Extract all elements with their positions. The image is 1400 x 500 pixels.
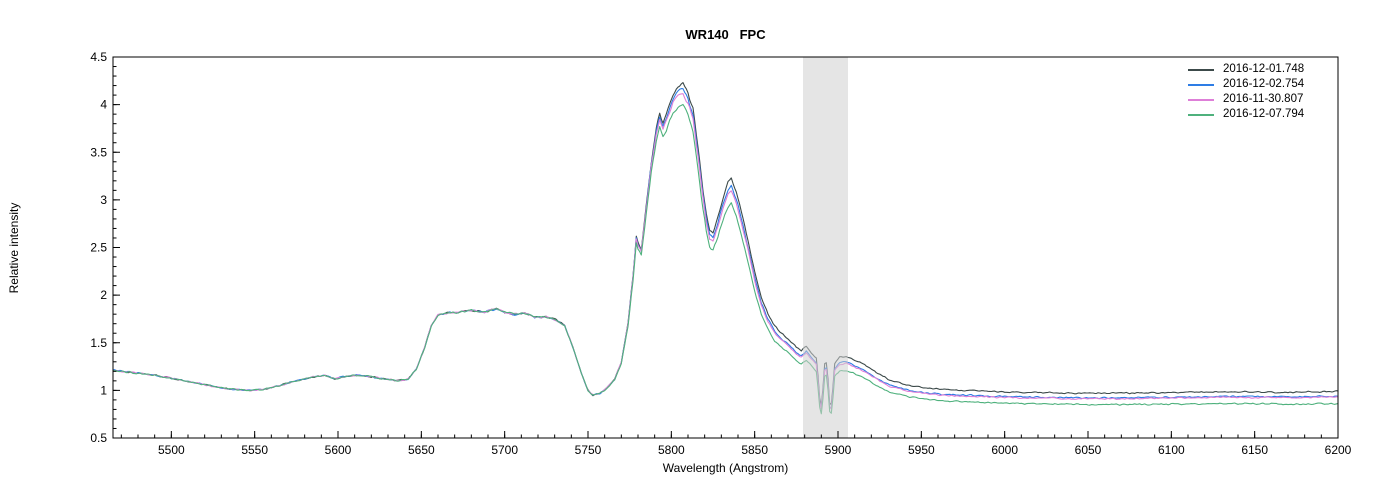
- legend-label: 2016-12-02.754: [1223, 78, 1305, 90]
- y-tick-label: 3.5: [90, 145, 107, 159]
- legend: 2016-12-01.748 2016-12-02.754 2016-11-30.8…: [1188, 62, 1304, 122]
- legend-item: 2016-12-07.794: [1188, 107, 1304, 122]
- legend-line-swatch: [1188, 98, 1214, 101]
- y-axis-label: Relative intensity: [7, 202, 21, 294]
- x-tick-label: 6100: [1158, 443, 1185, 457]
- y-tick-label: 4.5: [90, 50, 107, 64]
- spectrum-line-2016-12-01.748: [112, 82, 1339, 407]
- x-tick-label: 5850: [741, 443, 768, 457]
- legend-line-swatch: [1188, 113, 1214, 116]
- spectrum-line-2016-12-07.794: [113, 103, 1339, 415]
- legend-item: 2016-11-30.807: [1188, 92, 1304, 107]
- x-tick-label: 5950: [908, 443, 935, 457]
- x-tick-label: 6150: [1241, 443, 1268, 457]
- spectrum-line-2016-11-30.807: [112, 93, 1338, 410]
- x-tick-label: 5900: [825, 443, 852, 457]
- y-tick-label: 1: [100, 383, 107, 397]
- x-tick-label: 6200: [1325, 443, 1352, 457]
- y-tick-label: 4: [100, 98, 107, 112]
- x-axis-label: Wavelength (Angstrom): [662, 461, 789, 475]
- x-tick-label: 5800: [658, 443, 685, 457]
- legend-label: 2016-12-07.794: [1223, 108, 1305, 120]
- legend-item: 2016-12-01.748: [1188, 62, 1304, 77]
- x-tick-label: 5500: [158, 443, 185, 457]
- x-tick-label: 5750: [575, 443, 602, 457]
- x-tick-label: 5700: [491, 443, 518, 457]
- y-tick-label: 2: [100, 288, 107, 302]
- x-tick-label: 6050: [1075, 443, 1102, 457]
- y-tick-label: 1.5: [90, 336, 107, 350]
- legend-label: 2016-12-01.748: [1223, 63, 1305, 75]
- legend-item: 2016-12-02.754: [1188, 77, 1304, 92]
- x-tick-label: 5600: [325, 443, 352, 457]
- spectrum-line-2016-12-02.754: [112, 88, 1339, 410]
- x-tick-label: 5550: [241, 443, 268, 457]
- x-tick-label: 5650: [408, 443, 435, 457]
- legend-line-swatch: [1188, 68, 1214, 71]
- x-tick-label: 6000: [991, 443, 1018, 457]
- telluric-band: [803, 57, 848, 438]
- legend-label: 2016-11-30.807: [1223, 93, 1304, 105]
- y-tick-label: 3: [100, 193, 107, 207]
- legend-line-swatch: [1188, 83, 1214, 86]
- y-tick-label: 0.5: [90, 431, 107, 445]
- chart-title: WR140 FPC: [685, 27, 766, 42]
- y-tick-label: 2.5: [90, 241, 107, 255]
